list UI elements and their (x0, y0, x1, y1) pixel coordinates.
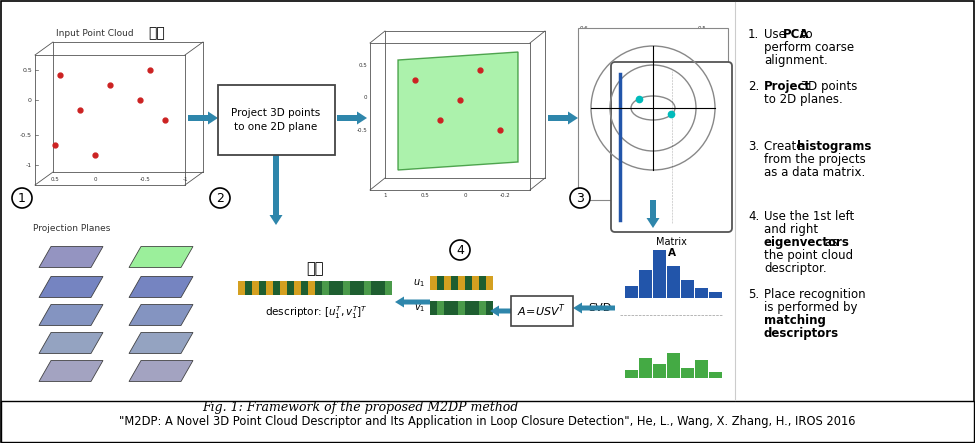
Polygon shape (129, 361, 193, 381)
Bar (371, 281, 377, 295)
Bar (625, 370, 638, 378)
Bar (273, 281, 280, 295)
Bar (465, 276, 472, 290)
Text: alignment.: alignment. (764, 54, 828, 67)
Text: Projection Planes: Projection Planes (33, 224, 111, 233)
Bar (378, 281, 384, 295)
Bar (287, 281, 293, 295)
Bar (451, 301, 457, 315)
Bar (437, 301, 444, 315)
Text: -0.5: -0.5 (139, 177, 150, 182)
Text: 0.5: 0.5 (698, 26, 707, 31)
Bar (385, 281, 392, 295)
Text: 1.: 1. (748, 28, 760, 41)
Bar (294, 281, 300, 295)
FancyBboxPatch shape (218, 85, 335, 155)
Bar (653, 364, 666, 378)
Text: histograms: histograms (798, 140, 872, 153)
Polygon shape (573, 303, 615, 314)
Bar (486, 276, 492, 290)
Circle shape (210, 188, 230, 208)
Text: 3D points: 3D points (798, 80, 858, 93)
Bar (350, 281, 357, 295)
Text: 5.: 5. (748, 288, 760, 301)
Text: 输出: 输出 (306, 261, 324, 276)
Text: eigenvectors: eigenvectors (764, 236, 850, 249)
Text: as a data matrix.: as a data matrix. (764, 166, 865, 179)
Bar (252, 281, 258, 295)
Text: Project: Project (764, 80, 811, 93)
Text: 0.5: 0.5 (22, 67, 32, 73)
Bar (486, 301, 492, 315)
Text: Input Point Cloud: Input Point Cloud (57, 28, 134, 38)
Text: Create: Create (764, 140, 807, 153)
Text: 0.5: 0.5 (710, 102, 719, 107)
Polygon shape (129, 304, 193, 326)
Bar (667, 353, 680, 378)
Polygon shape (398, 52, 518, 170)
Text: 1: 1 (19, 191, 26, 205)
Bar (245, 281, 252, 295)
Bar (259, 281, 265, 295)
Polygon shape (129, 333, 193, 354)
Text: -0.5: -0.5 (20, 132, 32, 137)
Bar (479, 276, 486, 290)
Bar (437, 276, 444, 290)
Bar (458, 301, 464, 315)
Bar (444, 276, 450, 290)
Text: 1: 1 (383, 193, 387, 198)
Bar (681, 368, 694, 378)
Text: descriptor: $[u_1^T, v_1^T]^T$: descriptor: $[u_1^T, v_1^T]^T$ (264, 305, 368, 322)
Polygon shape (395, 296, 430, 307)
FancyBboxPatch shape (578, 28, 728, 200)
Bar (639, 358, 652, 378)
Polygon shape (39, 246, 103, 268)
FancyBboxPatch shape (511, 296, 573, 326)
Text: 0.5: 0.5 (51, 177, 59, 182)
Text: $u_1$: $u_1$ (413, 277, 425, 289)
Polygon shape (188, 112, 218, 124)
Text: Place recognition: Place recognition (764, 288, 866, 301)
Bar (479, 301, 486, 315)
Text: -1: -1 (182, 177, 188, 182)
Text: 4: 4 (456, 244, 464, 256)
Text: perform coarse: perform coarse (764, 41, 854, 54)
Bar (653, 250, 666, 298)
Bar (343, 281, 349, 295)
Bar (315, 281, 322, 295)
Bar (639, 270, 652, 298)
Bar (430, 301, 437, 315)
Text: 3.: 3. (748, 140, 760, 153)
Text: from the projects: from the projects (764, 153, 866, 166)
Text: 4.: 4. (748, 210, 760, 223)
FancyBboxPatch shape (1, 401, 974, 442)
Text: 0: 0 (94, 177, 97, 182)
Text: -0.5: -0.5 (655, 191, 666, 196)
Text: "M2DP: A Novel 3D Point Cloud Descriptor and Its Application in Loop Closure Det: "M2DP: A Novel 3D Point Cloud Descriptor… (119, 416, 855, 428)
Bar (451, 276, 457, 290)
Text: as: as (821, 236, 838, 249)
Text: 2: 2 (216, 191, 224, 205)
Text: A: A (668, 248, 676, 258)
Bar (472, 276, 479, 290)
Polygon shape (39, 276, 103, 298)
Text: Project 3D points
to one 2D plane: Project 3D points to one 2D plane (231, 109, 321, 132)
Bar (695, 360, 708, 378)
Text: 0.5: 0.5 (358, 62, 367, 67)
Bar (430, 276, 437, 290)
Text: 0.5: 0.5 (420, 193, 429, 198)
Polygon shape (548, 112, 578, 124)
Polygon shape (39, 333, 103, 354)
Text: -1: -1 (26, 163, 32, 167)
Polygon shape (490, 306, 512, 316)
Polygon shape (39, 304, 103, 326)
Polygon shape (129, 246, 193, 268)
Text: is performed by: is performed by (764, 301, 857, 314)
Bar (280, 281, 287, 295)
Text: 0: 0 (653, 102, 656, 107)
Bar (625, 286, 638, 298)
Text: Use: Use (764, 28, 790, 41)
Bar (458, 276, 464, 290)
Polygon shape (39, 361, 103, 381)
